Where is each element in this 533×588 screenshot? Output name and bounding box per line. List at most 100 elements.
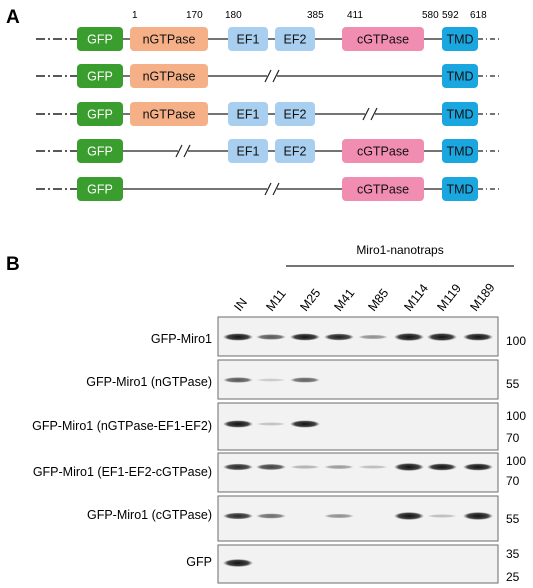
blot-band — [427, 333, 457, 341]
lane-label: IN — [231, 295, 250, 313]
domain-box-ef2 — [275, 102, 315, 126]
blot-band — [256, 422, 286, 426]
break-mark — [272, 69, 280, 83]
blot-band — [256, 463, 286, 471]
mw-marker: 55 — [506, 512, 520, 526]
domain-label-ngtpase: nGTPase — [143, 108, 196, 122]
mw-marker: 70 — [506, 474, 520, 488]
blot-label: GFP-Miro1 (cGTPase) — [87, 508, 212, 522]
domain-box-ngtpase — [130, 102, 208, 126]
domain-box-gfp — [77, 27, 123, 51]
break-mark — [370, 107, 378, 121]
domain-label-cgtpase: cGTPase — [357, 33, 409, 47]
break-gap — [267, 69, 277, 83]
domain-box-gfp — [77, 177, 123, 201]
construct-row: GFP nGTPase EF1 EF2 TMD — [36, 102, 500, 126]
domain-label-gfp: GFP — [87, 108, 113, 122]
domain-box-ngtpase — [130, 64, 208, 88]
blot-band — [290, 465, 320, 469]
blot-band — [394, 463, 424, 471]
blot-strip — [217, 452, 499, 493]
mw-marker: 25 — [506, 570, 520, 584]
construct-row: GFP EF1 EF2 cGTPase TMD — [36, 139, 500, 163]
position-label: 580 — [422, 10, 439, 21]
domain-label-cgtpase: cGTPase — [357, 183, 409, 197]
domain-label-ef1: EF1 — [237, 145, 260, 159]
construct-row: GFP nGTPase EF1 EF2 cGTPase TMD — [36, 27, 500, 51]
blot-band — [256, 378, 286, 382]
domain-box-ngtpase — [130, 27, 208, 51]
blot-band — [256, 334, 286, 340]
blot-band — [427, 463, 457, 471]
blot-band — [223, 377, 253, 383]
domain-box-ef1 — [228, 139, 268, 163]
blot-strip — [217, 544, 499, 584]
domain-label-ef1: EF1 — [237, 33, 260, 47]
position-label: 1 — [132, 10, 138, 21]
domain-label-gfp: GFP — [87, 183, 113, 197]
domain-box-tmd — [442, 27, 478, 51]
domain-box-gfp — [77, 64, 123, 88]
blot-strip — [217, 316, 499, 357]
blot-band — [324, 513, 354, 519]
lane-label: M85 — [365, 286, 391, 314]
blot-band — [463, 333, 493, 341]
break-mark — [264, 69, 272, 83]
position-label: 618 — [470, 10, 487, 21]
blot-strip — [217, 402, 499, 451]
lane-labels: IN M11 M25 M41 M85 M114 M119 M189 — [231, 281, 497, 314]
domain-label-tmd: TMD — [446, 183, 473, 197]
domain-label-ef2: EF2 — [284, 108, 307, 122]
blot-band — [290, 420, 320, 428]
break-gap — [178, 144, 188, 158]
western-blots — [217, 316, 499, 584]
domain-label-tmd: TMD — [446, 33, 473, 47]
domain-box-gfp — [77, 102, 123, 126]
domain-label-gfp: GFP — [87, 145, 113, 159]
blot-band — [223, 512, 253, 520]
break-gap — [365, 107, 375, 121]
break-mark — [264, 182, 272, 196]
domain-label-tmd: TMD — [446, 108, 473, 122]
blot-band — [394, 333, 424, 341]
blot-band — [358, 465, 388, 469]
lane-label: M41 — [331, 286, 357, 314]
break-gap — [267, 182, 277, 196]
construct-row: GFP cGTPase TMD — [36, 177, 500, 201]
lane-label: M189 — [467, 281, 497, 314]
domain-box-tmd — [442, 64, 478, 88]
domain-label-ngtpase: nGTPase — [143, 70, 196, 84]
mw-marker: 35 — [506, 547, 520, 561]
construct-row: GFP nGTPase TMD — [36, 64, 500, 88]
blot-membrane — [217, 452, 499, 493]
blot-band — [223, 333, 253, 341]
domain-box-ef1 — [228, 102, 268, 126]
mw-marker: 55 — [506, 377, 520, 391]
lane-label: M114 — [401, 281, 431, 314]
lane-label: M119 — [434, 281, 464, 314]
domain-box-gfp — [77, 139, 123, 163]
nanotraps-group-label: Miro1-nanotraps — [356, 243, 443, 257]
position-label: 170 — [186, 10, 203, 21]
mw-marker: 100 — [506, 334, 526, 348]
domain-label-tmd: TMD — [446, 70, 473, 84]
blot-band — [463, 463, 493, 471]
blot-band — [223, 463, 253, 471]
domain-box-tmd — [442, 177, 478, 201]
blot-membrane — [217, 544, 499, 584]
domain-box-tmd — [442, 102, 478, 126]
domain-label-gfp: GFP — [87, 33, 113, 47]
panel-b-letter: B — [6, 254, 20, 275]
blot-band — [394, 512, 424, 520]
blot-label: GFP-Miro1 — [151, 332, 212, 346]
blot-band — [223, 559, 253, 567]
mw-marker: 100 — [506, 409, 526, 423]
position-label: 385 — [307, 10, 324, 21]
position-label: 592 — [442, 10, 459, 21]
blot-label: GFP-Miro1 (EF1-EF2-cGTPase) — [33, 465, 212, 479]
blot-band — [463, 512, 493, 520]
blot-band — [290, 333, 320, 341]
blot-label: GFP-Miro1 (nGTPase) — [86, 375, 212, 389]
